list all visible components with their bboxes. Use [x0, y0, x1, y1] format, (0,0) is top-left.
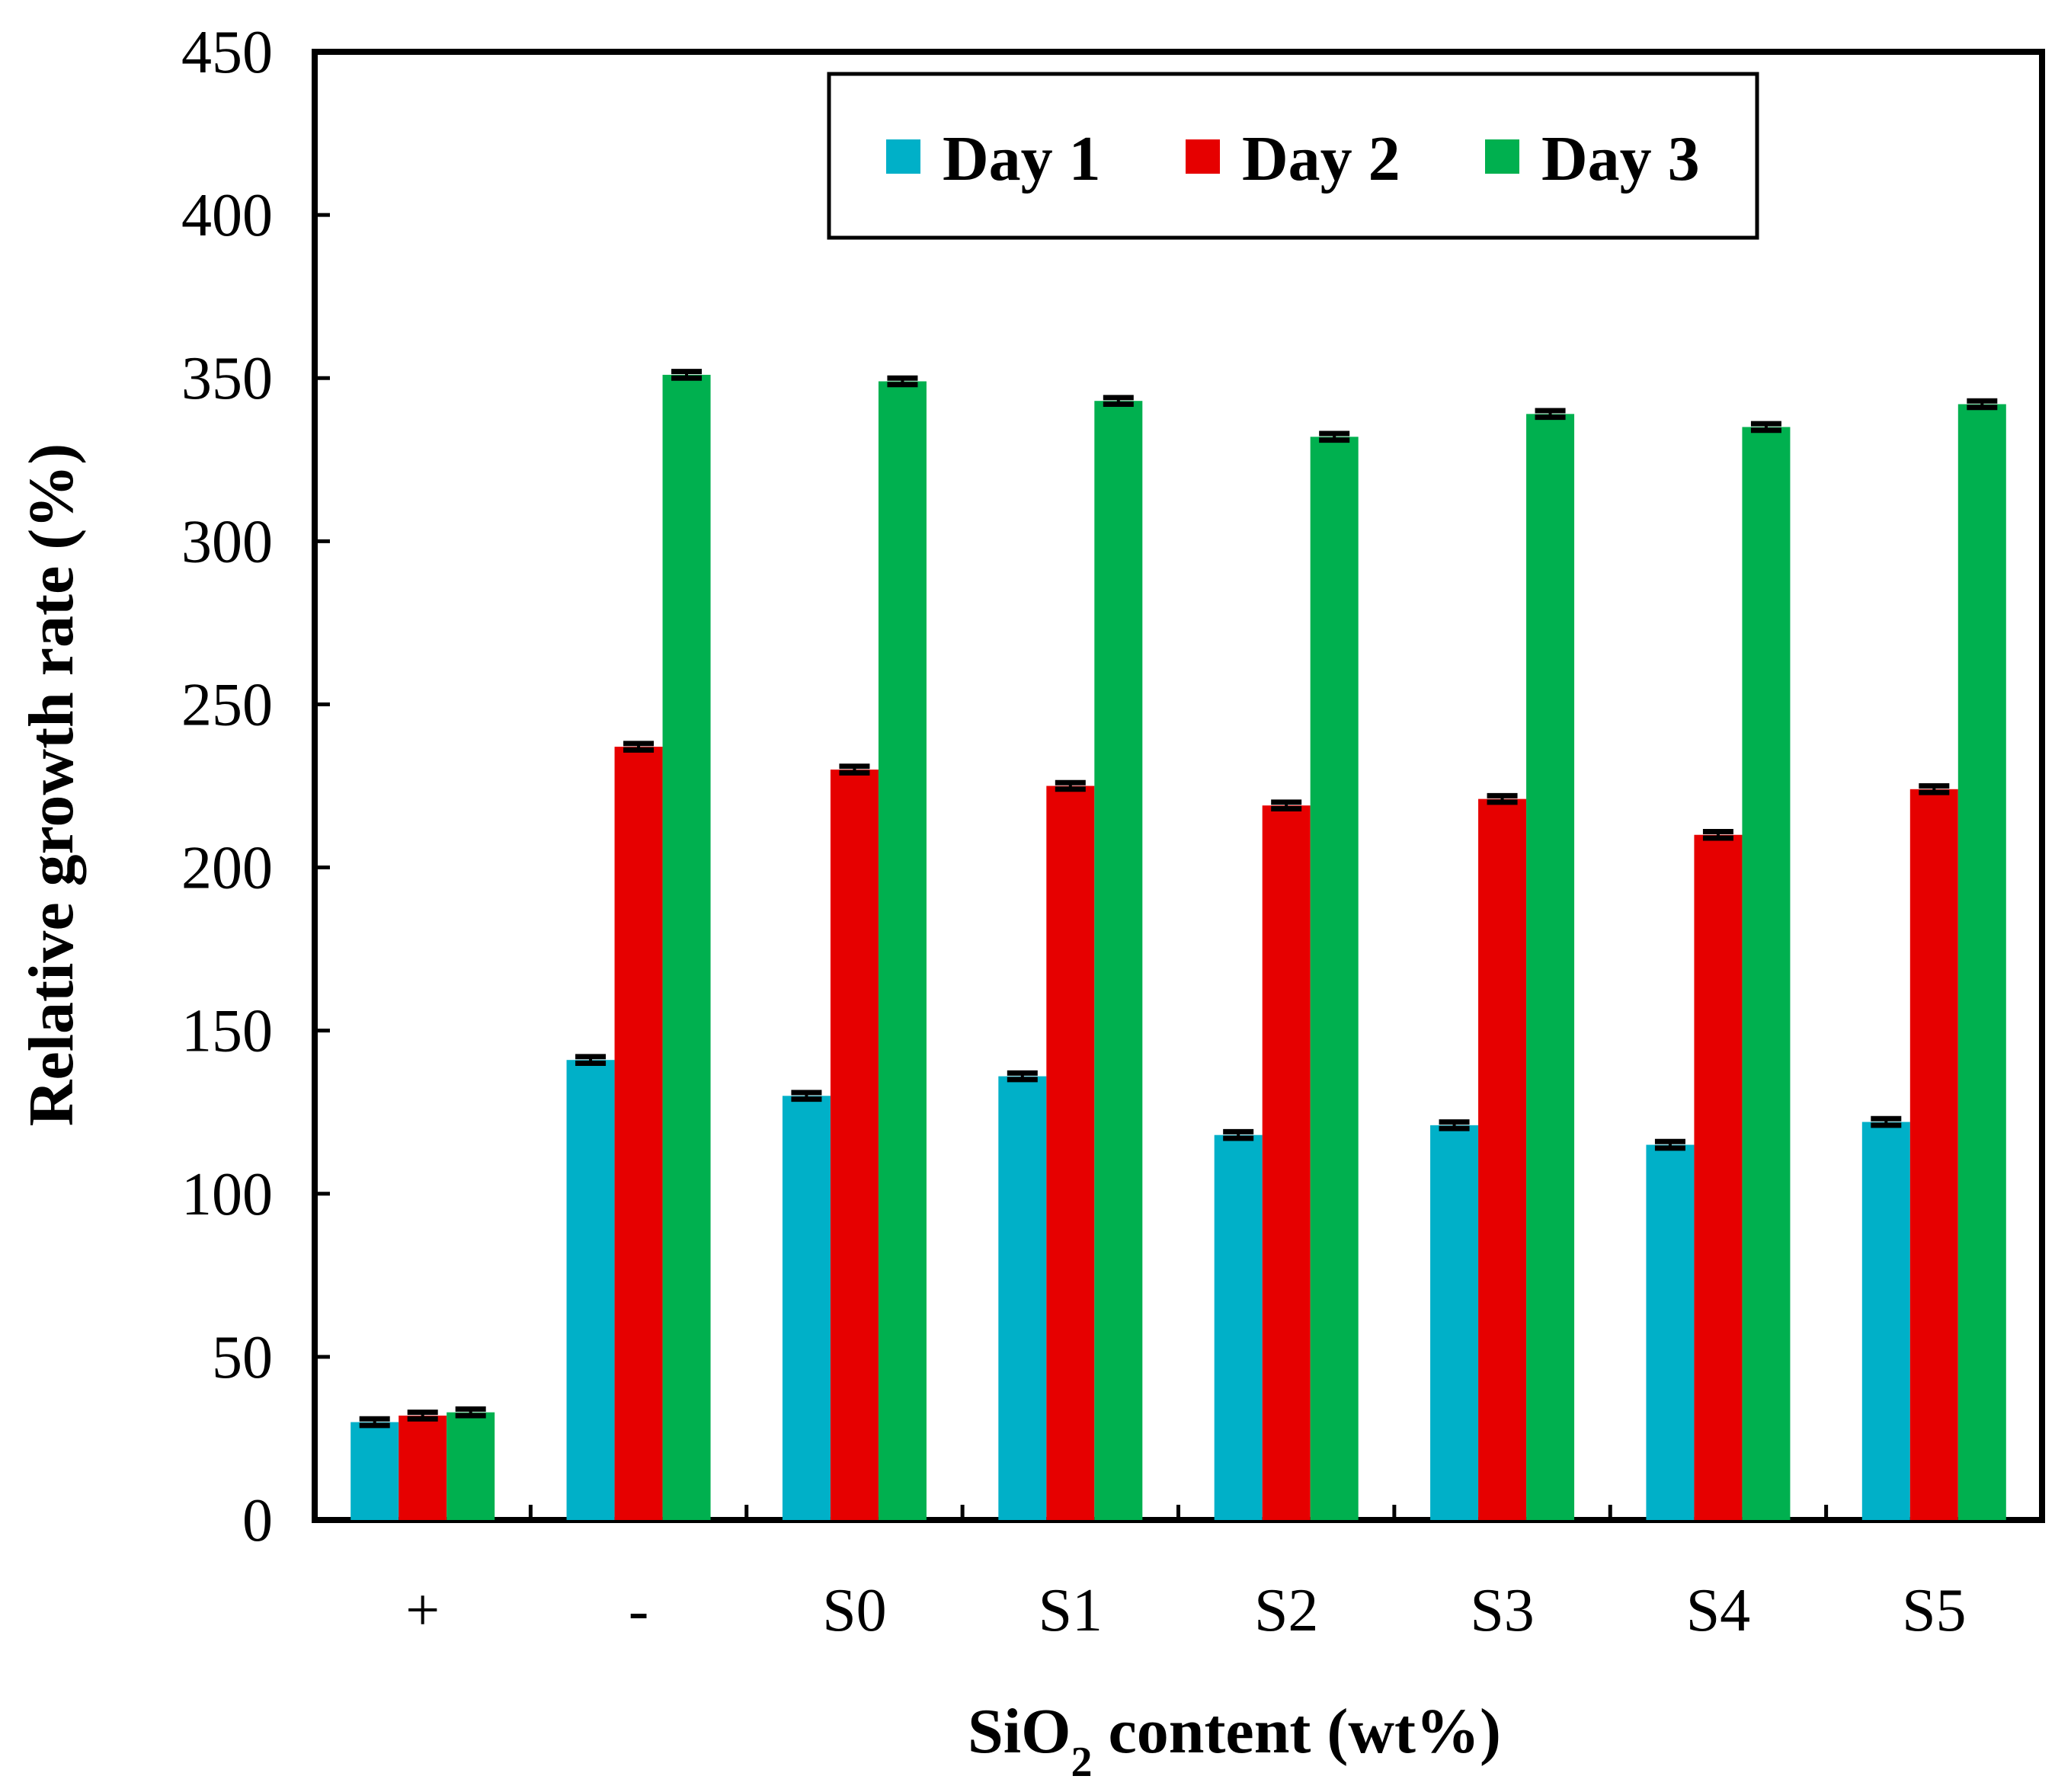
x-axis-title-main: SiO: [968, 1696, 1071, 1767]
legend-swatch-day1: [886, 139, 920, 174]
bar-day3-7: [1957, 404, 2006, 1520]
bar-day1-7: [1861, 1122, 1910, 1520]
legend-swatch-day2: [1186, 139, 1220, 174]
y-tick-label: 200: [181, 835, 273, 902]
bar-day3-0: [447, 1412, 495, 1520]
bar-day2-5: [1478, 798, 1527, 1520]
bar-day3-2: [878, 381, 927, 1521]
y-tick-label: 400: [181, 182, 273, 249]
x-tick-label: S2: [1254, 1577, 1319, 1644]
bar-day2-6: [1694, 834, 1743, 1520]
bar-day1-4: [1214, 1134, 1263, 1520]
bars-group: [351, 374, 2006, 1521]
y-tick-label: 250: [181, 671, 273, 738]
legend: Day 1 Day 2 Day 3: [827, 72, 1759, 240]
x-axis-title: SiO2 content (wt%): [968, 1696, 1501, 1786]
y-tick-label: 0: [242, 1487, 273, 1554]
bar-day2-2: [830, 770, 879, 1520]
legend-label-day3: Day 3: [1541, 123, 1700, 194]
bar-day1-0: [351, 1422, 399, 1520]
x-tick-label: S5: [1902, 1577, 1967, 1644]
legend-swatch-day3: [1485, 139, 1519, 174]
bar-day3-5: [1526, 414, 1575, 1520]
bar-day1-2: [782, 1096, 831, 1520]
y-axis-title: Relative growth rate (%): [16, 443, 87, 1126]
bar-day3-6: [1742, 427, 1791, 1520]
x-axis-title-subscript: 2: [1071, 1739, 1092, 1786]
x-tick-label: S4: [1686, 1577, 1751, 1644]
bar-day2-3: [1046, 786, 1095, 1520]
y-tick-label: 150: [181, 998, 273, 1065]
x-tick-label: S1: [1039, 1577, 1103, 1644]
x-tick-label: -: [629, 1577, 649, 1644]
legend-label-day1: Day 1: [943, 123, 1101, 194]
bar-day2-7: [1909, 789, 1958, 1520]
bar-day2-0: [399, 1415, 447, 1520]
bar-day1-5: [1430, 1125, 1479, 1520]
x-tick-label: S3: [1470, 1577, 1535, 1644]
x-axis-title-rest: content (wt%): [1092, 1696, 1501, 1767]
bar-day1-6: [1646, 1144, 1695, 1520]
error-bars-group: [359, 369, 1998, 1429]
bar-day3-4: [1310, 437, 1359, 1520]
bar-day1-1: [566, 1060, 615, 1520]
legend-box: [827, 72, 1759, 240]
y-tick-label: 350: [181, 345, 273, 412]
x-tick-label: +: [405, 1577, 440, 1644]
bar-day1-3: [998, 1076, 1047, 1520]
y-tick-label: 300: [181, 508, 273, 575]
bar-day3-3: [1094, 401, 1143, 1520]
y-axis-ticks: 0 50 100 150 200 250 300 350 400 450: [181, 19, 330, 1554]
bar-day2-1: [614, 747, 663, 1520]
y-tick-label: 450: [181, 19, 273, 86]
x-tick-label: S0: [822, 1577, 887, 1644]
bar-day2-4: [1262, 805, 1311, 1520]
x-axis-ticks: + - S0 S1 S2 S3 S4 S5: [405, 1505, 1967, 1644]
bar-day3-1: [662, 374, 711, 1521]
y-tick-label: 50: [212, 1324, 273, 1391]
y-tick-label: 100: [181, 1161, 273, 1228]
legend-label-day2: Day 2: [1242, 123, 1400, 194]
